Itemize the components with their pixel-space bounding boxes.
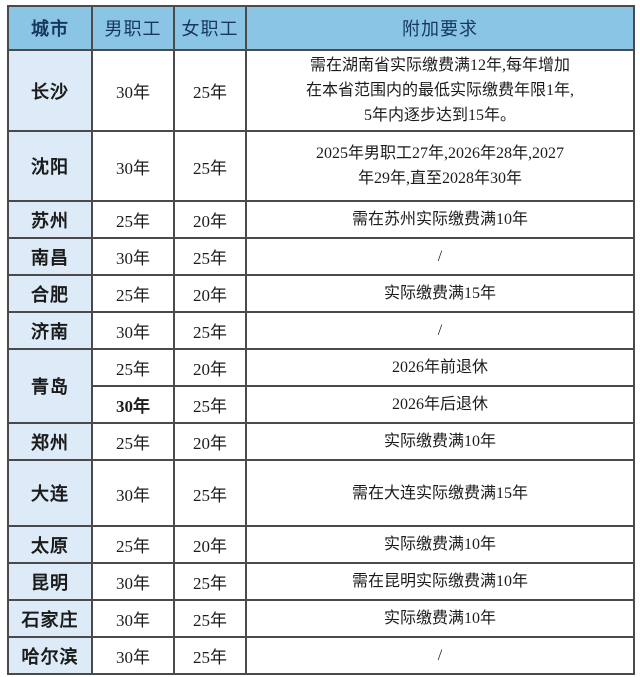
col-header-city: 城市 xyxy=(7,5,93,51)
female-years-cell: 25年 xyxy=(173,562,247,601)
male-years-cell: 25年 xyxy=(91,200,175,239)
male-years-cell: 30年 xyxy=(91,599,175,638)
requirement-cell: / xyxy=(245,636,635,675)
male-years-cell: 30年 xyxy=(91,636,175,675)
table-row-harbin: 哈尔滨 30年 25年 / xyxy=(7,636,635,675)
requirement-cell: 2026年后退休 xyxy=(245,385,635,424)
male-years-cell: 30年 xyxy=(91,459,175,527)
city-requirements-table: 城市 男职工 女职工 附加要求 长沙 30年 25年 需在湖南省实际缴费满12年… xyxy=(7,5,635,675)
female-years-cell: 20年 xyxy=(173,274,247,313)
table-row-nanchang: 南昌 30年 25年 / xyxy=(7,237,635,276)
requirement-cell: 实际缴费满10年 xyxy=(245,422,635,461)
table-row-hefei: 合肥 25年 20年 实际缴费满15年 xyxy=(7,274,635,313)
male-years-cell: 30年 xyxy=(91,385,175,424)
female-years-cell: 20年 xyxy=(173,525,247,564)
requirement-cell: 需在苏州实际缴费满10年 xyxy=(245,200,635,239)
male-years-cell: 25年 xyxy=(91,525,175,564)
female-years-cell: 25年 xyxy=(173,237,247,276)
city-cell: 石家庄 xyxy=(7,599,93,638)
table-row-suzhou: 苏州 25年 20年 需在苏州实际缴费满10年 xyxy=(7,200,635,239)
table-row-zhengzhou: 郑州 25年 20年 实际缴费满10年 xyxy=(7,422,635,461)
requirement-cell: / xyxy=(245,237,635,276)
table-row-shenyang: 沈阳 30年 25年 2025年男职工27年,2026年28年,2027 年29… xyxy=(7,130,635,202)
city-cell: 合肥 xyxy=(7,274,93,313)
city-cell-merged: 青岛 xyxy=(7,348,93,424)
requirement-cell: 需在大连实际缴费满15年 xyxy=(245,459,635,527)
table-row-taiyuan: 太原 25年 20年 实际缴费满10年 xyxy=(7,525,635,564)
male-years-cell: 30年 xyxy=(91,311,175,350)
header-row: 城市 男职工 女职工 附加要求 xyxy=(7,5,635,51)
female-years-cell: 25年 xyxy=(173,130,247,202)
city-cell: 济南 xyxy=(7,311,93,350)
table-row-qingdao-before: 青岛 25年 20年 2026年前退休 xyxy=(7,348,635,424)
male-years-cell: 30年 xyxy=(91,237,175,276)
requirement-cell: 实际缴费满15年 xyxy=(245,274,635,313)
female-years-cell: 25年 xyxy=(173,599,247,638)
requirement-cell: 需在昆明实际缴费满10年 xyxy=(245,562,635,601)
city-cell: 郑州 xyxy=(7,422,93,461)
female-years-cell: 25年 xyxy=(173,385,247,424)
female-years-cell: 20年 xyxy=(173,348,247,387)
city-cell: 太原 xyxy=(7,525,93,564)
table-row-kunming: 昆明 30年 25年 需在昆明实际缴费满10年 xyxy=(7,562,635,601)
city-cell: 昆明 xyxy=(7,562,93,601)
city-cell: 南昌 xyxy=(7,237,93,276)
table-row-dalian: 大连 30年 25年 需在大连实际缴费满15年 xyxy=(7,459,635,527)
city-cell: 哈尔滨 xyxy=(7,636,93,675)
male-years-cell: 30年 xyxy=(91,562,175,601)
male-years-cell: 25年 xyxy=(91,348,175,387)
male-years-cell: 30年 xyxy=(91,49,175,132)
requirement-cell: 实际缴费满10年 xyxy=(245,599,635,638)
requirement-cell: 2025年男职工27年,2026年28年,2027 年29年,直至2028年30… xyxy=(245,130,635,202)
table-row-changsha: 长沙 30年 25年 需在湖南省实际缴费满12年,每年增加 在本省范围内的最低实… xyxy=(7,49,635,132)
requirement-cell: 需在湖南省实际缴费满12年,每年增加 在本省范围内的最低实际缴费年限1年, 5年… xyxy=(245,49,635,132)
city-cell: 长沙 xyxy=(7,49,93,132)
female-years-cell: 25年 xyxy=(173,459,247,527)
requirement-cell: 实际缴费满10年 xyxy=(245,525,635,564)
table-row-shijiazhuang: 石家庄 30年 25年 实际缴费满10年 xyxy=(7,599,635,638)
requirement-cell: 2026年前退休 xyxy=(245,348,635,387)
col-header-female: 女职工 xyxy=(173,5,247,51)
col-header-requirement: 附加要求 xyxy=(245,5,635,51)
city-cell: 大连 xyxy=(7,459,93,527)
female-years-cell: 20年 xyxy=(173,200,247,239)
female-years-cell: 20年 xyxy=(173,422,247,461)
male-years-cell: 25年 xyxy=(91,422,175,461)
col-header-male: 男职工 xyxy=(91,5,175,51)
table-row-jinan: 济南 30年 25年 / xyxy=(7,311,635,350)
female-years-cell: 25年 xyxy=(173,49,247,132)
requirement-cell: / xyxy=(245,311,635,350)
female-years-cell: 25年 xyxy=(173,636,247,675)
city-cell: 沈阳 xyxy=(7,130,93,202)
male-years-cell: 25年 xyxy=(91,274,175,313)
table-row-qingdao-after: 30年 25年 2026年后退休 xyxy=(8,385,635,424)
female-years-cell: 25年 xyxy=(173,311,247,350)
male-years-cell: 30年 xyxy=(91,130,175,202)
city-cell: 苏州 xyxy=(7,200,93,239)
